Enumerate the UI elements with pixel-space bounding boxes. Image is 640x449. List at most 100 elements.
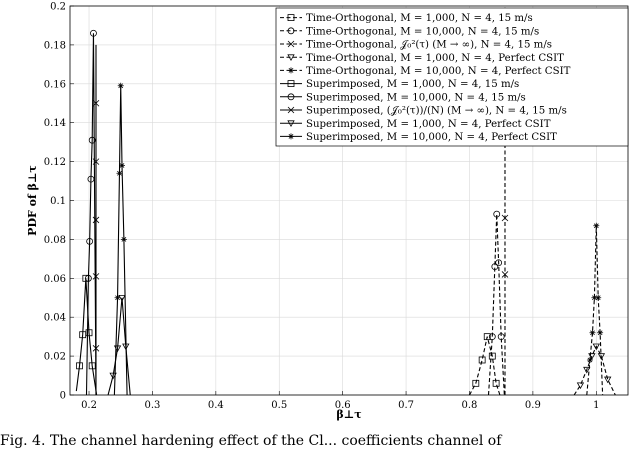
y-tick-label: 0.04	[44, 313, 66, 324]
square-marker	[76, 362, 83, 370]
x-marker	[92, 345, 100, 352]
square-marker	[85, 329, 93, 337]
asterisk-marker	[288, 133, 294, 140]
series-8	[92, 44, 100, 395]
asterisk-marker	[593, 222, 600, 229]
series-line	[85, 33, 97, 395]
legend-label: Superimposed, M = 10,000, N = 4, Perfect…	[306, 132, 557, 143]
x-tick-label: 0.3	[144, 400, 160, 411]
circle-marker	[495, 259, 503, 267]
x-axis-label: β⊥τ	[336, 408, 361, 421]
y-axis-label: PDF of β⊥τ	[26, 165, 39, 236]
asterisk-marker	[116, 170, 123, 177]
triangle-marker	[597, 353, 606, 360]
series-2	[487, 210, 505, 395]
triangle-marker	[583, 366, 591, 374]
triangle-marker	[287, 54, 295, 62]
triangle-marker	[576, 382, 585, 390]
x-marker	[92, 216, 100, 224]
series-10	[113, 82, 128, 395]
legend-label: Time-Orthogonal, M = 10,000, N = 4, Perf…	[306, 66, 571, 77]
circle-marker	[88, 136, 96, 144]
x-tick-label: 0.4	[208, 400, 224, 411]
asterisk-marker	[114, 294, 121, 301]
y-tick-label: 0.12	[44, 157, 66, 168]
y-tick-label: 0.2	[50, 2, 66, 13]
y-tick-label: 0.14	[44, 118, 66, 129]
asterisk-marker	[591, 294, 598, 301]
legend-label: Time-Orthogonal, M = 1,000, N = 4, 15 m/…	[306, 13, 533, 24]
series-1	[468, 333, 501, 395]
circle-marker	[488, 333, 496, 341]
triangle-marker	[604, 376, 612, 384]
legend-label: Superimposed, (𝒥₀²(τ))/(N) (M → ∞), N = …	[306, 105, 567, 117]
triangle-marker	[588, 353, 596, 360]
circle-marker	[90, 29, 97, 37]
legend: Time-Orthogonal, M = 1,000, N = 4, 15 m/…	[275, 7, 629, 147]
x-marker	[92, 99, 100, 107]
legend-entry: Superimposed, M = 10,000, N = 4, Perfect…	[280, 132, 557, 143]
legend-label: Superimposed, M = 1,000, N = 4, Perfect …	[306, 119, 551, 130]
legend-box	[275, 7, 629, 147]
asterisk-marker	[117, 82, 124, 89]
legend-entry: Superimposed, M = 10,000, N = 4, 15 m/s	[280, 92, 526, 103]
circle-marker	[287, 93, 295, 101]
square-marker	[472, 379, 480, 387]
legend-entry: Time-Orthogonal, M = 10,000, N = 4, Perf…	[280, 66, 571, 77]
x-marker	[92, 158, 100, 165]
circle-marker	[87, 175, 95, 183]
asterisk-marker	[589, 329, 596, 336]
square-marker	[492, 379, 500, 387]
circle-marker	[493, 210, 501, 218]
x-tick-label: 0.5	[271, 400, 287, 411]
legend-entry: Superimposed, (𝒥₀²(τ))/(N) (M → ∞), N = …	[280, 105, 567, 117]
legend-entry: Time-Orthogonal, M = 10,000, N = 4, 15 m…	[280, 26, 539, 37]
figure-caption: Fig. 4. The channel hardening effect of …	[0, 434, 502, 449]
legend-entry: Superimposed, M = 1,000, N = 4, 15 m/s	[280, 79, 519, 90]
y-tick-label: 0.06	[44, 274, 66, 285]
series-line	[487, 214, 505, 395]
asterisk-marker	[120, 236, 127, 243]
square-marker	[287, 14, 295, 22]
series-4	[573, 343, 616, 395]
y-tick-label: 0.18	[44, 40, 66, 51]
series-line	[75, 278, 98, 395]
circle-marker	[497, 333, 505, 341]
legend-entry: Time-Orthogonal, M = 1,000, N = 4, 15 m/…	[280, 13, 533, 24]
x-marker	[92, 273, 100, 280]
x-tick-label: 0.8	[462, 400, 478, 411]
y-tick-label: 0.1	[50, 196, 66, 207]
pdf-chart: 0.2 0.3 0.4 0.5 0.6 0.7 0.8 0.9 1 0 0.02 0.04 0.06 0.…	[26, 2, 629, 421]
series-7	[84, 29, 97, 395]
x-tick-label: 0.7	[398, 400, 414, 411]
legend-entry: Time-Orthogonal, M = 1,000, N = 4, Perfe…	[280, 53, 564, 64]
legend-entry: Time-Orthogonal, 𝒥₀²(τ) (M → ∞), N = 4, …	[280, 39, 552, 51]
axis-ticks: 0.2 0.3 0.4 0.5 0.6 0.7 0.8 0.9 1 0 0.02 0.04 0.06 0.…	[44, 2, 600, 412]
legend-entry: Superimposed, M = 1,000, N = 4, Perfect …	[280, 119, 551, 130]
legend-label: Superimposed, M = 10,000, N = 4, 15 m/s	[306, 92, 526, 103]
x-marker	[287, 40, 295, 48]
circle-marker	[287, 27, 295, 35]
y-tick-label: 0	[60, 391, 66, 402]
square-marker	[287, 80, 295, 87]
asterisk-marker	[288, 67, 294, 74]
square-marker	[488, 352, 496, 360]
series-line	[586, 225, 604, 395]
triangle-marker	[592, 343, 600, 351]
asterisk-marker	[586, 356, 593, 363]
triangle-marker	[287, 120, 295, 128]
y-tick-label: 0.16	[44, 79, 66, 90]
x-tick-label: 0.2	[81, 400, 97, 411]
legend-label: Time-Orthogonal, M = 1,000, N = 4, Perfe…	[306, 53, 564, 64]
y-tick-label: 0.02	[44, 352, 66, 363]
x-marker	[501, 271, 509, 278]
asterisk-marker	[118, 162, 125, 169]
legend-label: Superimposed, M = 1,000, N = 4, 15 m/s	[306, 79, 519, 90]
square-marker	[478, 356, 486, 364]
x-tick-label: 0.6	[335, 400, 351, 411]
legend-label: Time-Orthogonal, 𝒥₀²(τ) (M → ∞), N = 4, …	[306, 39, 552, 51]
asterisk-marker	[597, 329, 604, 336]
circle-marker	[86, 237, 94, 245]
x-tick-label: 0.9	[525, 400, 541, 411]
y-tick-label: 0.08	[44, 235, 66, 246]
